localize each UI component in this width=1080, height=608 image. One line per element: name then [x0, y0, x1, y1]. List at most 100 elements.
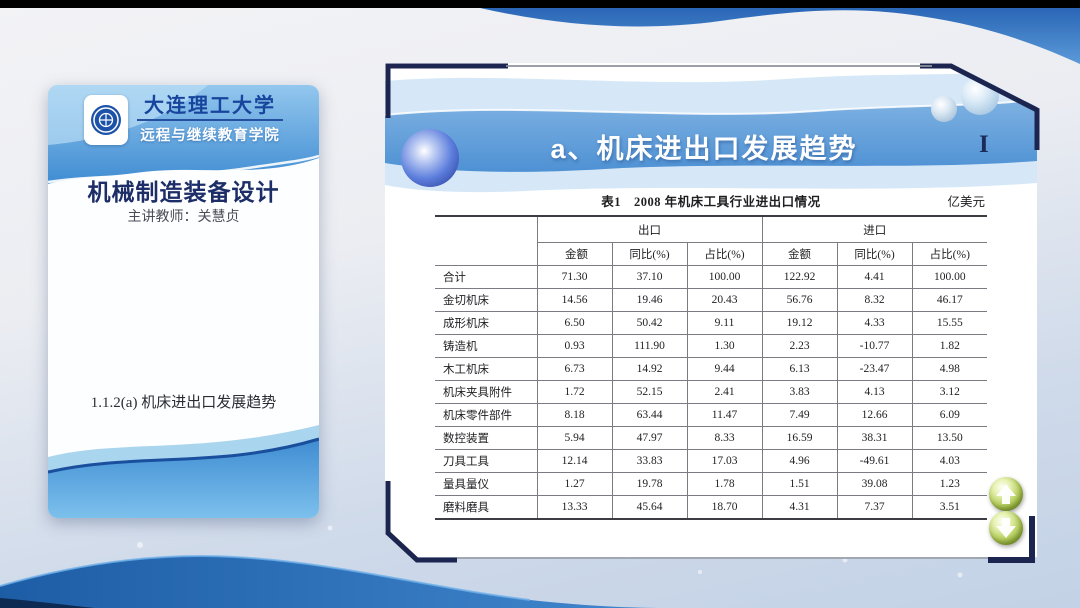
cell-value: 19.46: [611, 288, 688, 312]
cell-value: 9.44: [686, 357, 763, 381]
cell-value: 13.50: [911, 426, 988, 450]
cell-value: 14.56: [536, 288, 613, 312]
down-arrow-icon: [996, 518, 1016, 538]
row-label: 成形机床: [435, 311, 538, 335]
cell-value: 100.00: [911, 265, 988, 289]
cell-value: 71.30: [536, 265, 613, 289]
row-label: 机床零件部件: [435, 403, 538, 427]
letterbox-bar: [0, 0, 1080, 8]
cell-value: 8.32: [836, 288, 913, 312]
row-label: 刀具工具: [435, 449, 538, 473]
cell-value: 2.41: [686, 380, 763, 404]
cell-value: 1.30: [686, 334, 763, 358]
cell-value: 9.11: [686, 311, 763, 335]
cell-value: 4.41: [836, 265, 913, 289]
cell-value: 8.18: [536, 403, 613, 427]
table-section: 表1 2008 年机床工具行业进出口情况 亿美元 出口 进口 金额 同: [435, 191, 988, 520]
row-label: 金切机床: [435, 288, 538, 312]
import-export-table: 出口 进口 金额 同比(%) 占比(%) 金额 同比(%) 占比(%) 合计 7…: [435, 215, 988, 520]
cell-value: 122.92: [761, 265, 838, 289]
table-row: 机床零件部件 8.18 63.44 11.47 7.49 12.66 6.09: [435, 403, 988, 427]
row-label: 量具量仪: [435, 472, 538, 496]
table-row: 金切机床 14.56 19.46 20.43 56.76 8.32 46.17: [435, 288, 988, 312]
cell-value: 52.15: [611, 380, 688, 404]
row-label: 数控装置: [435, 426, 538, 450]
cell-value: 1.82: [911, 334, 988, 358]
glass-sphere-small: [931, 96, 957, 122]
cell-value: 3.83: [761, 380, 838, 404]
cell-value: 47.97: [611, 426, 688, 450]
university-logo: [84, 95, 128, 145]
cell-value: 56.76: [761, 288, 838, 312]
table-row: 刀具工具 12.14 33.83 17.03 4.96 -49.61 4.03: [435, 449, 988, 473]
row-label: 铸造机: [435, 334, 538, 358]
cell-value: 12.66: [836, 403, 913, 427]
table-caption: 表1 2008 年机床工具行业进出口情况: [601, 195, 821, 209]
cell-value: 19.78: [611, 472, 688, 496]
table-row: 成形机床 6.50 50.42 9.11 19.12 4.33 15.55: [435, 311, 988, 335]
cell-value: 15.55: [911, 311, 988, 335]
cell-value: 3.12: [911, 380, 988, 404]
row-label: 磨料磨具: [435, 495, 538, 520]
card-wave-decoration: [48, 85, 319, 518]
cell-value: 4.98: [911, 357, 988, 381]
row-label: 木工机床: [435, 357, 538, 381]
cell-value: 13.33: [536, 495, 613, 520]
cell-value: 11.47: [686, 403, 763, 427]
cell-value: 8.33: [686, 426, 763, 450]
cell-value: 4.03: [911, 449, 988, 473]
table-row: 数控装置 5.94 47.97 8.33 16.59 38.31 13.50: [435, 426, 988, 450]
cell-value: 1.23: [911, 472, 988, 496]
cell-value: -49.61: [836, 449, 913, 473]
cell-value: 17.03: [686, 449, 763, 473]
cell-value: 111.90: [611, 334, 688, 358]
cell-value: 1.72: [536, 380, 613, 404]
cell-value: 4.96: [761, 449, 838, 473]
cell-value: -10.77: [836, 334, 913, 358]
cell-value: 7.49: [761, 403, 838, 427]
cell-value: 1.78: [686, 472, 763, 496]
cell-value: 5.94: [536, 426, 613, 450]
cell-value: 6.09: [911, 403, 988, 427]
table-row: 磨料磨具 13.33 45.64 18.70 4.31 7.37 3.51: [435, 495, 988, 520]
course-title: 机械制造装备设计: [87, 179, 280, 205]
group-header-import: 进口: [761, 215, 988, 243]
col-header: 同比(%): [611, 242, 688, 266]
cell-value: 4.31: [761, 495, 838, 520]
table-row: 机床夹具附件 1.72 52.15 2.41 3.83 4.13 3.12: [435, 380, 988, 404]
header-divider: [137, 119, 283, 121]
lecturer-name: 主讲教师：关慧贞: [127, 208, 240, 224]
cell-value: 46.17: [911, 288, 988, 312]
school-name: 远程与继续教育学院: [140, 128, 280, 144]
nav-up-button[interactable]: [989, 477, 1023, 511]
cell-value: 6.50: [536, 311, 613, 335]
cell-value: 6.13: [761, 357, 838, 381]
cell-value: 63.44: [611, 403, 688, 427]
slide-banner-waves: [385, 69, 1037, 193]
table-corner-cell: [435, 215, 538, 266]
cell-value: 7.37: [836, 495, 913, 520]
col-header: 占比(%): [686, 242, 763, 266]
col-header: 占比(%): [911, 242, 988, 266]
cell-value: 45.64: [611, 495, 688, 520]
cell-value: 100.00: [686, 265, 763, 289]
cell-value: 0.93: [536, 334, 613, 358]
university-name: 大连理工大学: [144, 95, 276, 117]
table-row: 铸造机 0.93 111.90 1.30 2.23 -10.77 1.82: [435, 334, 988, 358]
nav-down-button[interactable]: [989, 511, 1023, 545]
cell-value: 18.70: [686, 495, 763, 520]
table-row: 合计 71.30 37.10 100.00 122.92 4.41 100.00: [435, 265, 988, 289]
cell-value: 14.92: [611, 357, 688, 381]
course-card: 大连理工大学 远程与继续教育学院 机械制造装备设计 主讲教师：关慧贞 1.1.2…: [48, 85, 319, 518]
slide: a、机床进出口发展趋势 I 表1 2008 年机床工具行业进出口情况 亿美元 出…: [385, 63, 1037, 557]
university-header: 大连理工大学 远程与继续教育学院: [48, 95, 319, 145]
cell-value: 19.12: [761, 311, 838, 335]
table-unit: 亿美元: [947, 195, 985, 209]
page-marker: I: [979, 131, 989, 158]
cell-value: 1.27: [536, 472, 613, 496]
row-label: 合计: [435, 265, 538, 289]
col-header: 金额: [537, 242, 613, 266]
cell-value: 6.73: [536, 357, 613, 381]
cell-value: 4.33: [836, 311, 913, 335]
